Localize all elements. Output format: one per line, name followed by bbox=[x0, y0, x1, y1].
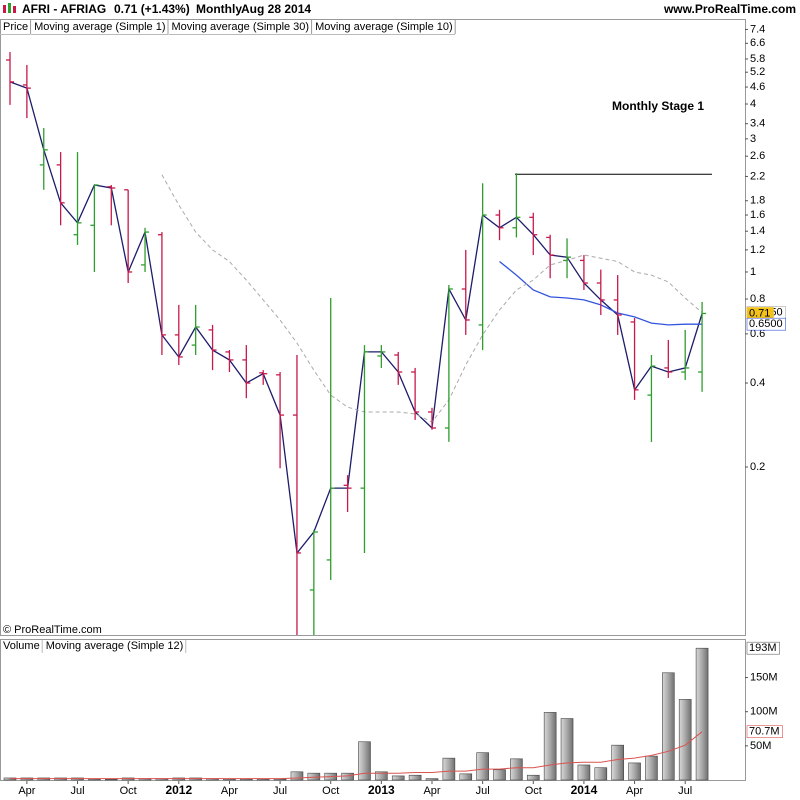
moving-average-line bbox=[9, 81, 703, 555]
date: Aug 28 2014 bbox=[241, 2, 311, 16]
volume-bar bbox=[223, 778, 236, 781]
volume-bar bbox=[594, 767, 608, 781]
volume-bar bbox=[493, 769, 506, 781]
last-value-label: 0.71 bbox=[746, 307, 774, 320]
legend-entry: Moving average (Simple 1) bbox=[34, 21, 165, 33]
volume-bar bbox=[307, 772, 321, 781]
volume-bar bbox=[543, 712, 557, 781]
volume-bar bbox=[425, 778, 439, 781]
last-value-text: 0.71 bbox=[749, 307, 770, 319]
last-value-text: 0.6500 bbox=[749, 318, 783, 330]
period: Monthly bbox=[196, 2, 242, 16]
y-tick-label: 6.6 bbox=[750, 37, 765, 49]
y-tick-label: 0.2 bbox=[750, 461, 765, 473]
volume-bar bbox=[375, 771, 388, 781]
volume-moving-average bbox=[10, 731, 703, 780]
volume-bar bbox=[476, 752, 489, 781]
x-tick-label: Apr bbox=[626, 785, 643, 797]
volume-bar bbox=[240, 778, 253, 781]
volume-bar bbox=[104, 779, 118, 781]
x-tick-label: 2013 bbox=[368, 783, 395, 797]
volume-bar bbox=[510, 758, 523, 781]
last-value-box bbox=[746, 317, 786, 331]
last-value-box bbox=[746, 725, 783, 739]
legend-entry: Moving average (Simple 12) bbox=[46, 640, 184, 652]
y-tick-label: 0.4 bbox=[750, 377, 765, 389]
y-tick-label: 5.8 bbox=[750, 53, 765, 65]
source: © ProRealTime.com bbox=[3, 624, 102, 636]
volume-bar bbox=[611, 744, 624, 781]
symbol: AFRI - AFRIAG bbox=[22, 2, 106, 16]
x-tick-label: Oct bbox=[525, 785, 542, 797]
x-tick-label: Oct bbox=[120, 785, 137, 797]
volume-bar bbox=[560, 718, 574, 781]
legend-entry: Volume bbox=[3, 640, 40, 652]
y-tick-label: 100M bbox=[750, 706, 778, 718]
y-tick-label: 7.4 bbox=[750, 23, 765, 35]
y-tick-label: 4 bbox=[750, 98, 756, 110]
volume-bar bbox=[628, 762, 641, 781]
x-tick-label: 2014 bbox=[571, 783, 598, 797]
last-value-label: 70.7M bbox=[746, 725, 783, 739]
y-tick-label: 1.2 bbox=[750, 244, 765, 256]
y-tick-label: 4.6 bbox=[750, 81, 765, 93]
volume-bar bbox=[442, 757, 456, 781]
y-tick-label: 1.6 bbox=[750, 209, 765, 221]
legend-entry: Price bbox=[3, 21, 28, 33]
x-tick-label: Jul bbox=[70, 785, 84, 797]
x-tick-label: Oct bbox=[322, 785, 339, 797]
y-tick-label: 1 bbox=[750, 266, 756, 278]
legend-entry: Moving average (Simple 10) bbox=[315, 21, 453, 33]
volume-bar bbox=[645, 755, 658, 781]
y-tick-label: 0.6 bbox=[750, 328, 765, 340]
y-tick-label: 3 bbox=[750, 133, 756, 145]
volume-panel bbox=[0, 639, 746, 781]
x-tick-label: Apr bbox=[423, 785, 440, 797]
last-value-text: 193M bbox=[749, 642, 777, 654]
y-tick-label: 3.4 bbox=[750, 118, 765, 130]
y-tick-label: 5.2 bbox=[750, 66, 765, 78]
volume-bar bbox=[678, 699, 692, 781]
y-tick-label: 2.6 bbox=[750, 150, 765, 162]
x-tick-label: 2012 bbox=[165, 783, 192, 797]
x-tick-label: Jul bbox=[476, 785, 490, 797]
x-tick-label: Apr bbox=[221, 785, 238, 797]
y-tick-label: 50M bbox=[750, 740, 771, 752]
legend-entry: Moving average (Simple 30) bbox=[172, 21, 310, 33]
y-tick-label: 0.8 bbox=[750, 293, 765, 305]
header-icon bbox=[3, 3, 16, 13]
volume-bar bbox=[526, 774, 540, 781]
volume-bar bbox=[341, 772, 354, 781]
x-tick-label: Jul bbox=[678, 785, 692, 797]
last-value-label: 193M bbox=[746, 641, 780, 655]
last-value-label: 0.6500 bbox=[746, 317, 786, 331]
price-panel bbox=[0, 19, 746, 636]
y-tick-label: 150M bbox=[750, 671, 778, 683]
volume-bar bbox=[662, 672, 675, 781]
volume-bar bbox=[408, 774, 422, 781]
last-value-box bbox=[746, 641, 780, 655]
y-tick-label: 2.2 bbox=[750, 170, 765, 182]
volume-bar bbox=[273, 778, 287, 781]
volume-bar bbox=[290, 771, 304, 781]
volume-bar bbox=[88, 778, 101, 781]
volume-bar bbox=[256, 778, 270, 781]
annotation: Monthly Stage 1 bbox=[612, 99, 704, 113]
volume-bar bbox=[391, 775, 405, 781]
x-tick-label: Jul bbox=[273, 785, 287, 797]
quote: 0.71 (+1.43%) bbox=[114, 2, 190, 16]
y-tick-label: 1.4 bbox=[750, 225, 765, 237]
x-tick-label: Apr bbox=[18, 785, 35, 797]
volume-bar bbox=[358, 741, 371, 781]
y-tick-label: 1.8 bbox=[750, 195, 765, 207]
site: www.ProRealTime.com bbox=[663, 2, 796, 16]
volume-bar bbox=[695, 647, 709, 781]
last-value-text: 70.7M bbox=[749, 726, 780, 738]
volume-bar bbox=[459, 773, 473, 781]
volume-bar bbox=[577, 764, 591, 781]
